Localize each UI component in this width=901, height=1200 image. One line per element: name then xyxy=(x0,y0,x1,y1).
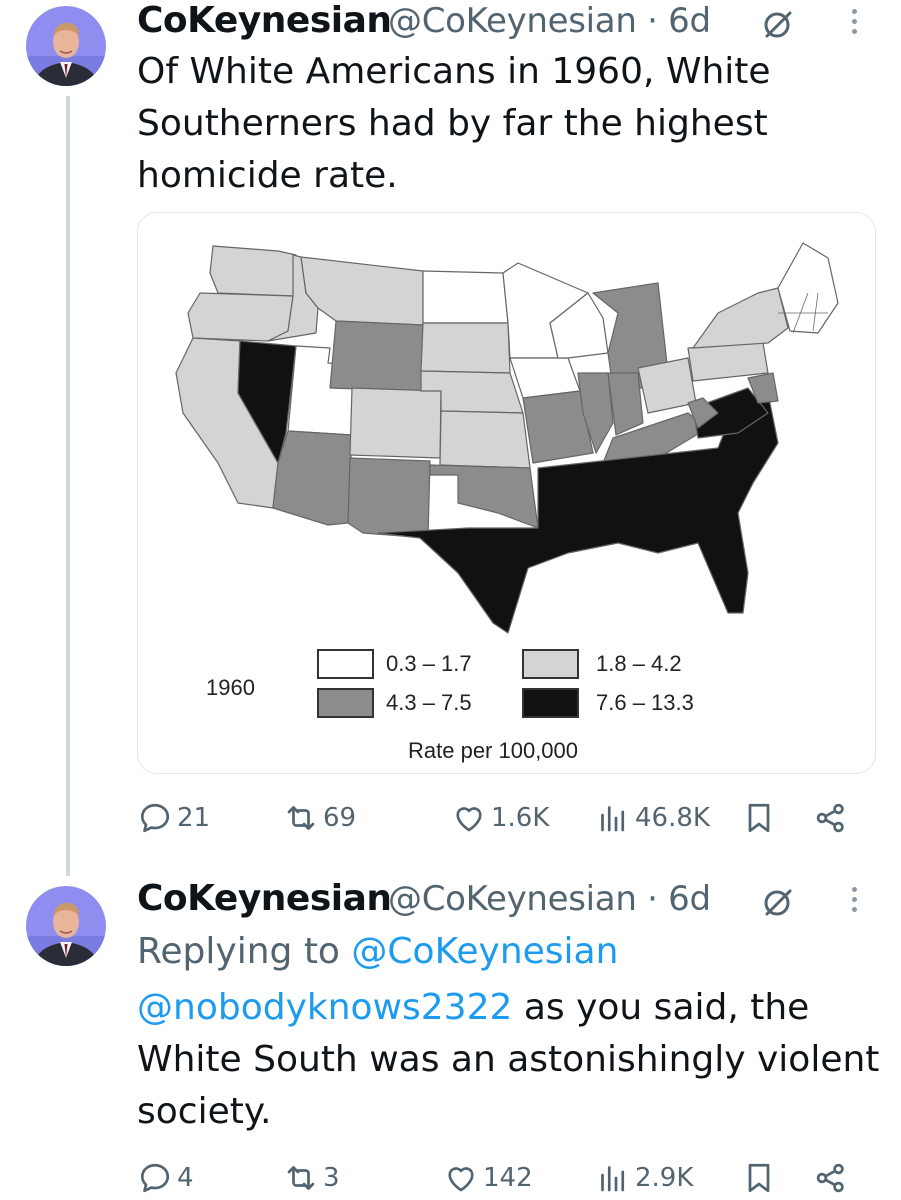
map-maryland-delaware xyxy=(747,372,779,404)
replying-to-handle[interactable]: @CoKeynesian xyxy=(351,931,619,972)
share-icon xyxy=(816,803,844,833)
map-kansas xyxy=(439,410,531,469)
map-kentucky xyxy=(602,412,709,464)
map-ohio xyxy=(637,357,697,414)
map-virginia xyxy=(692,387,769,439)
legend-label-0: 0.3 – 1.7 xyxy=(386,651,472,676)
tweet-actions: 21 69 1.6K 46.8K xyxy=(137,796,857,840)
more-icon[interactable] xyxy=(849,887,859,917)
legend-caption: Rate per 100,000 xyxy=(408,738,579,763)
legend-swatch-1 xyxy=(522,649,579,679)
tweet-text-after-mention: as you said, the xyxy=(512,987,810,1028)
legend-label-1: 1.8 – 4.2 xyxy=(596,651,682,676)
map-illinois xyxy=(577,372,614,454)
tweet-text-line-3: society. xyxy=(137,1091,272,1132)
views-count: 2.9K xyxy=(635,1163,694,1193)
views-icon xyxy=(601,806,625,832)
repost-count: 3 xyxy=(323,1163,340,1193)
avatar-image xyxy=(26,886,106,966)
map-montana xyxy=(300,256,424,326)
reply-icon xyxy=(140,1163,170,1193)
map-colorado xyxy=(349,387,442,459)
like-icon xyxy=(448,1167,474,1192)
map-new-england xyxy=(777,242,839,334)
tweet-text: @nobodyknows2322 as you said, the White … xyxy=(137,982,879,1138)
like-icon xyxy=(456,807,482,832)
views-icon xyxy=(601,1166,625,1192)
bookmark-icon xyxy=(748,1163,770,1193)
views-count: 46.8K xyxy=(635,803,710,833)
map-indiana xyxy=(607,372,644,436)
map-pennsylvania xyxy=(687,342,769,382)
like-count: 142 xyxy=(483,1163,533,1193)
map-missouri xyxy=(522,390,594,464)
homicide-rate-map xyxy=(175,242,839,634)
repost-count: 69 xyxy=(323,803,357,833)
repost-button[interactable]: 3 xyxy=(283,1156,340,1200)
map-west-virginia xyxy=(687,397,719,429)
reply-button[interactable]: 21 xyxy=(137,796,210,840)
tweet-text: Of White Americans in 1960, White Southe… xyxy=(137,51,771,196)
repost-button[interactable]: 69 xyxy=(283,796,356,840)
replying-to: Replying to @CoKeynesian xyxy=(137,926,618,978)
map-oregon xyxy=(187,292,294,342)
map-new-mexico xyxy=(347,457,431,539)
more-icon[interactable] xyxy=(849,9,859,39)
avatar-image xyxy=(26,6,106,86)
legend-label-2: 4.3 – 7.5 xyxy=(386,690,472,715)
grok-icon[interactable] xyxy=(762,886,794,922)
map-new-york xyxy=(692,287,789,349)
repost-icon xyxy=(287,806,315,830)
share-button[interactable] xyxy=(813,796,849,840)
map-wyoming xyxy=(329,320,424,392)
reply-count: 21 xyxy=(177,803,211,833)
map-nevada xyxy=(237,340,297,464)
grok-icon[interactable] xyxy=(762,8,794,44)
like-button[interactable]: 1.6K xyxy=(451,796,549,840)
map-north-dakota xyxy=(422,270,509,324)
tweet-text-line-1: @nobodyknows2322 as you said, the xyxy=(137,982,879,1034)
bookmark-button[interactable] xyxy=(741,796,777,840)
share-icon xyxy=(816,1163,844,1193)
repost-icon xyxy=(287,1166,315,1190)
like-button[interactable]: 142 xyxy=(443,1156,533,1200)
legend-year: 1960 xyxy=(206,675,255,700)
reply-button[interactable]: 4 xyxy=(137,1156,194,1200)
tweet-media[interactable]: 1960 0.3 – 1.7 1.8 – 4.2 4.3 – 7.5 7.6 –… xyxy=(137,212,876,774)
avatar[interactable] xyxy=(26,6,106,86)
map-south-dakota xyxy=(420,322,511,374)
author-handle-time[interactable]: @CoKeynesian · 6d xyxy=(388,879,711,919)
share-button[interactable] xyxy=(813,1156,849,1200)
author-name[interactable]: CoKeynesian xyxy=(137,0,392,41)
like-count: 1.6K xyxy=(491,803,550,833)
bookmark-icon xyxy=(748,803,770,833)
views-button[interactable]: 46.8K xyxy=(595,796,710,840)
author-name[interactable]: CoKeynesian xyxy=(137,878,392,919)
map-oklahoma xyxy=(429,464,539,529)
thread-connector-line xyxy=(66,96,70,876)
map-washington xyxy=(209,245,297,297)
replying-to-prefix: Replying to xyxy=(137,931,352,972)
tweet-text-line-2: White South was an astonishingly violent xyxy=(137,1039,880,1080)
views-button[interactable]: 2.9K xyxy=(595,1156,693,1200)
mention-link[interactable]: @nobodyknows2322 xyxy=(137,987,513,1028)
bookmark-button[interactable] xyxy=(741,1156,777,1200)
map-arizona xyxy=(272,430,353,526)
legend-swatch-3 xyxy=(522,688,579,718)
tweet-actions: 4 3 142 2.9K xyxy=(137,1156,857,1200)
map-south-east xyxy=(377,392,779,634)
author-handle-time[interactable]: @CoKeynesian · 6d xyxy=(388,1,711,41)
legend-label-3: 7.6 – 13.3 xyxy=(596,690,694,715)
legend-swatch-0 xyxy=(317,649,374,679)
reply-count: 4 xyxy=(177,1163,194,1193)
avatar[interactable] xyxy=(26,886,106,966)
reply-icon xyxy=(140,803,170,833)
legend-swatch-2 xyxy=(317,688,374,718)
